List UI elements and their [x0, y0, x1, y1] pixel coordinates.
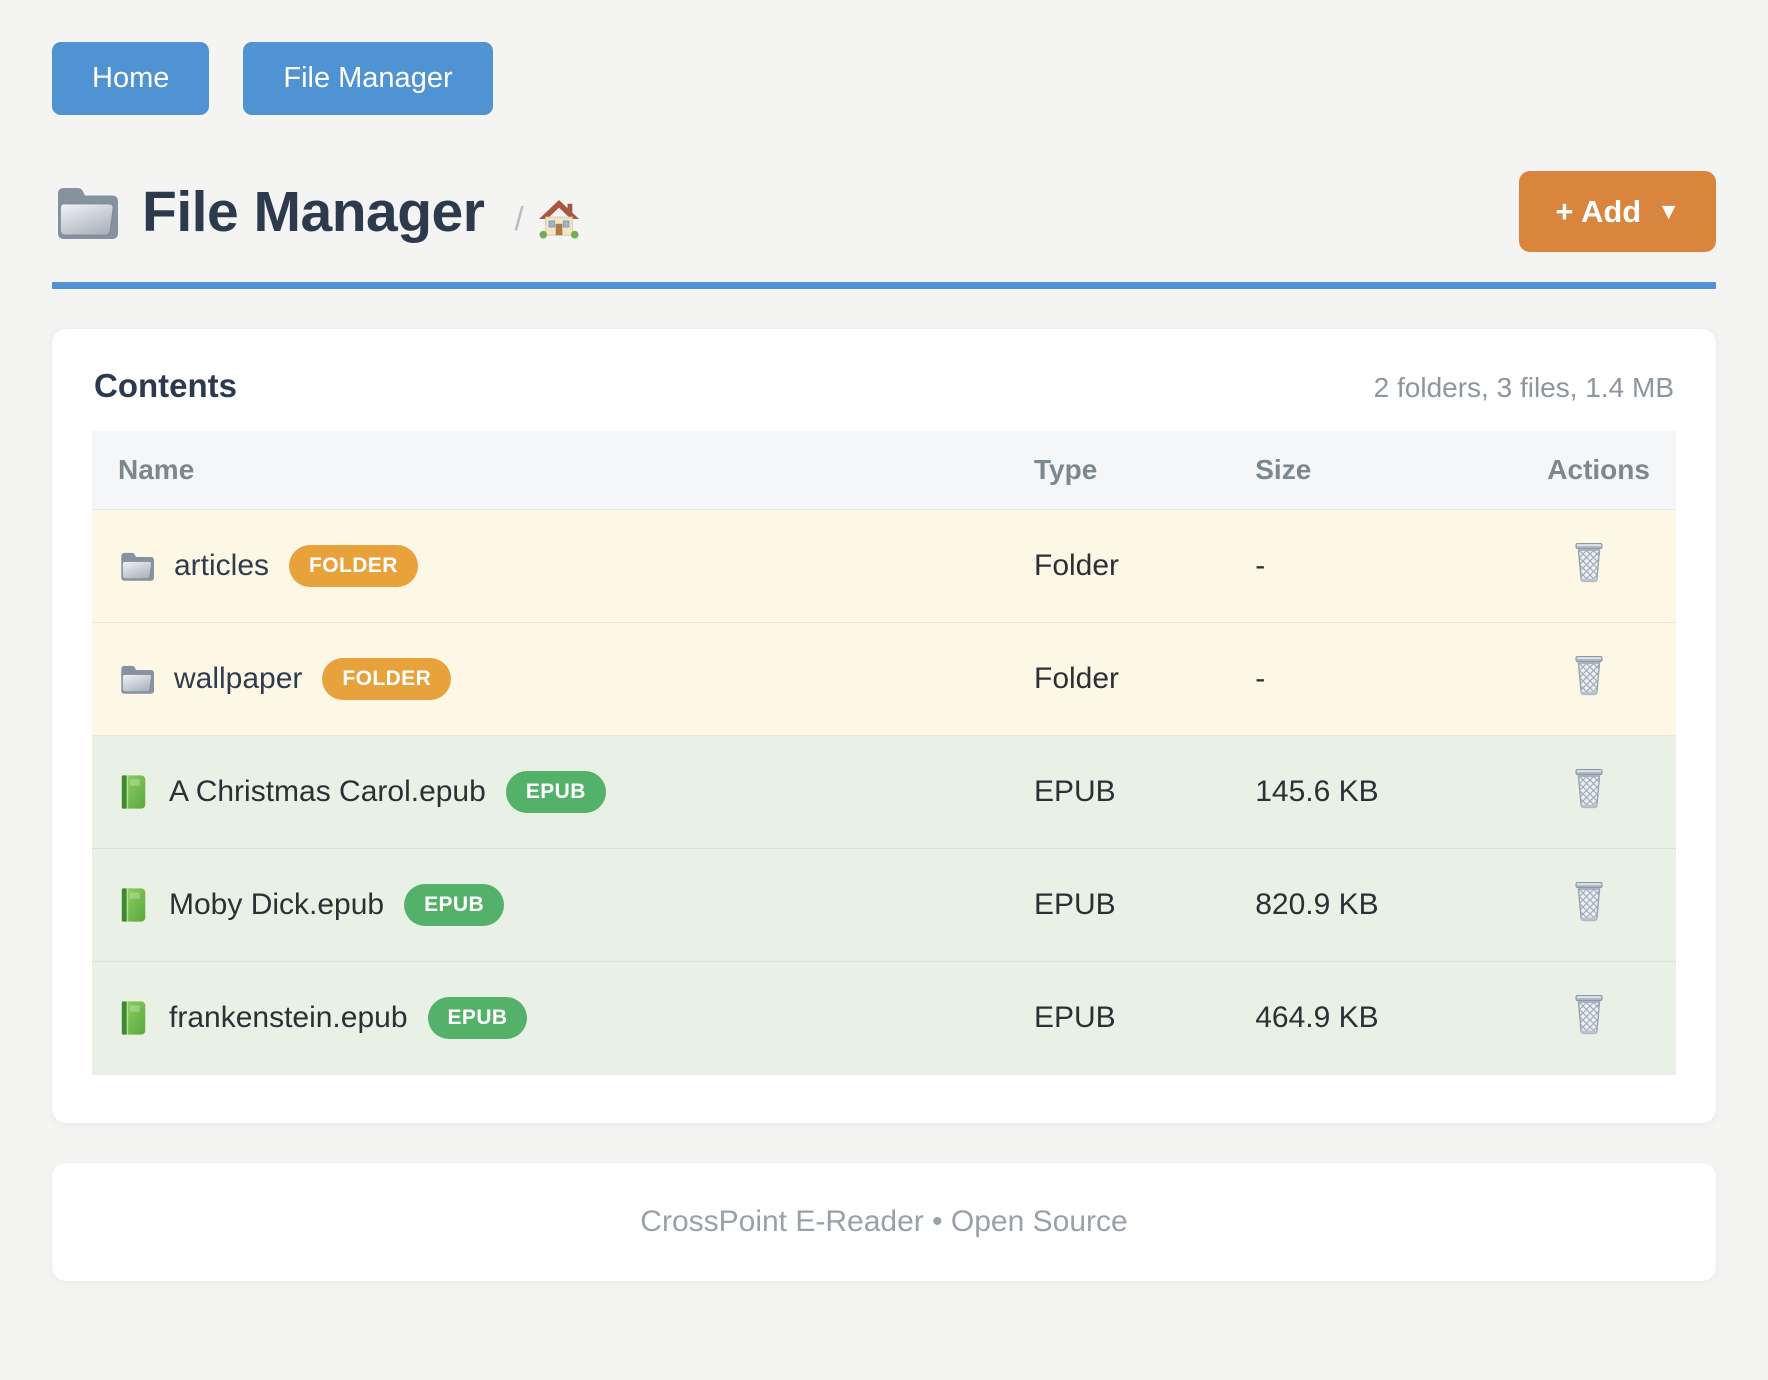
nav-home-button[interactable]: Home [52, 42, 210, 115]
file-type: EPUB [1034, 1001, 1116, 1035]
contents-header: Contents 2 folders, 3 files, 1.4 MB [92, 367, 1676, 431]
top-navigation: Home File Manager [52, 42, 1716, 115]
column-header-size: Size [1229, 431, 1522, 510]
file-size: - [1255, 549, 1266, 582]
page-title: File Manager [142, 179, 485, 244]
contents-card: Contents 2 folders, 3 files, 1.4 MB Name… [52, 329, 1716, 1123]
file-size: - [1255, 662, 1266, 695]
folder-icon [52, 183, 118, 241]
file-size: 820.9 KB [1255, 888, 1379, 921]
file-manager-page: Home File Manager File Manager / + Add ▼… [52, 42, 1716, 1281]
footer-text: CrossPoint E-Reader • Open Source [640, 1204, 1128, 1238]
folder-icon [118, 550, 154, 582]
add-button-label: + Add [1555, 194, 1642, 229]
type-badge: FOLDER [322, 658, 452, 700]
table-row: frankenstein.epub EPUB EPUB 464.9 KB [92, 961, 1676, 1075]
file-name[interactable]: articles [174, 549, 270, 582]
delete-button[interactable] [1569, 879, 1609, 923]
file-table: Name Type Size Actions articles FOLDER F… [92, 431, 1676, 1075]
file-size: 145.6 KB [1255, 775, 1379, 808]
trash-icon [1569, 879, 1609, 923]
add-button[interactable]: + Add ▼ [1519, 171, 1716, 252]
table-header-row: Name Type Size Actions [92, 431, 1676, 510]
contents-table-body: articles FOLDER Folder - wallpaper FOLDE… [92, 509, 1676, 1075]
type-badge: FOLDER [289, 545, 418, 587]
table-row: A Christmas Carol.epub EPUB EPUB 145.6 K… [92, 735, 1676, 849]
page-header: File Manager / + Add ▼ [52, 171, 1716, 252]
trash-icon [1569, 992, 1609, 1036]
table-row: Moby Dick.epub EPUB EPUB 820.9 KB [92, 848, 1676, 962]
file-name[interactable]: wallpaper [174, 662, 303, 695]
file-name[interactable]: A Christmas Carol.epub [169, 775, 486, 808]
file-type: Folder [1034, 549, 1120, 582]
title-divider [52, 282, 1716, 289]
delete-button[interactable] [1569, 540, 1609, 584]
breadcrumb: / [514, 199, 579, 239]
delete-button[interactable] [1569, 992, 1609, 1036]
type-badge: EPUB [404, 884, 505, 926]
trash-icon [1569, 766, 1609, 810]
caret-down-icon: ▼ [1657, 198, 1680, 224]
column-header-type: Type [1008, 431, 1230, 510]
file-name[interactable]: frankenstein.epub [169, 1001, 408, 1035]
breadcrumb-separator: / [514, 199, 524, 237]
trash-icon [1569, 653, 1609, 697]
delete-button[interactable] [1569, 653, 1609, 697]
file-size: 464.9 KB [1255, 1001, 1379, 1035]
file-type: Folder [1034, 662, 1120, 695]
trash-icon [1569, 540, 1609, 584]
contents-title: Contents [94, 367, 237, 404]
column-header-name: Name [92, 431, 1008, 510]
home-icon[interactable] [538, 199, 580, 239]
type-badge: EPUB [427, 997, 528, 1040]
footer: CrossPoint E-Reader • Open Source [52, 1162, 1716, 1281]
book-icon [118, 887, 149, 923]
file-type: EPUB [1034, 775, 1116, 808]
book-icon [118, 774, 149, 810]
file-name[interactable]: Moby Dick.epub [169, 888, 385, 921]
nav-file-manager-button[interactable]: File Manager [243, 42, 493, 115]
title-group: File Manager / [52, 179, 580, 245]
table-row: articles FOLDER Folder - [92, 509, 1676, 623]
type-badge: EPUB [505, 771, 606, 813]
folder-icon [118, 663, 154, 695]
file-type: EPUB [1034, 888, 1116, 921]
column-header-actions: Actions [1521, 431, 1676, 510]
contents-summary: 2 folders, 3 files, 1.4 MB [1373, 372, 1674, 403]
book-icon [118, 1000, 149, 1036]
delete-button[interactable] [1569, 766, 1609, 810]
table-row: wallpaper FOLDER Folder - [92, 622, 1676, 736]
